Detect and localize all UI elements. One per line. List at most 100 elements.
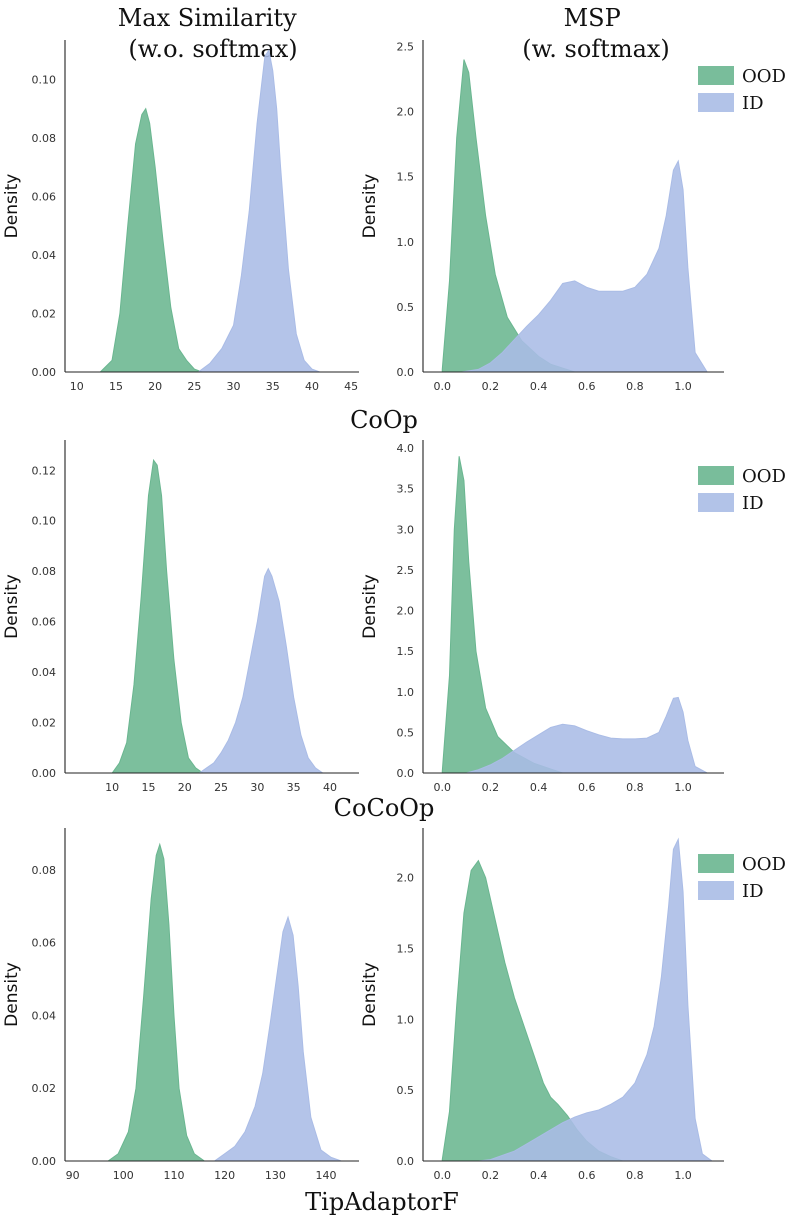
legend-swatch-ood: [698, 854, 734, 873]
column-title-right: MSP (w. softmax): [522, 4, 670, 63]
x-tick-label: 1.0: [674, 781, 692, 794]
x-tick-label: 15: [141, 781, 155, 794]
panel-tipadaptorf-msp: 0.0 0.2 0.4 0.6 0.8 1.0 0.0 0.5 1.0 1.5 2.0 Density…: [360, 828, 786, 1182]
legend: OOD ID: [698, 854, 786, 902]
y-tick-label: 0.0: [397, 767, 415, 780]
panel-tipadaptorf-max-similarity: 90 100 110 120 130 140 0.00 0.02 0.04 0.06 0.08 Den…: [2, 828, 359, 1182]
y-tick-label: 3.0: [397, 523, 415, 536]
y-tick-label: 4.0: [397, 442, 415, 455]
x-tick-label: 40: [323, 781, 337, 794]
y-tick-label: 0.04: [32, 249, 57, 262]
x-tick-label: 1.0: [674, 380, 692, 393]
y-tick-label: 1.5: [397, 171, 415, 184]
x-tick-label: 140: [316, 1169, 337, 1182]
x-tick-label: 25: [187, 380, 201, 393]
legend-swatch-id: [698, 493, 734, 512]
y-tick-label: 0.0: [397, 366, 415, 379]
y-tick-label: 0.06: [32, 190, 57, 203]
y-tick-label: 2.5: [397, 564, 415, 577]
y-tick-label: 0.02: [32, 307, 57, 320]
y-tick-label: 1.0: [397, 1013, 415, 1026]
x-tick-label: 0.2: [482, 781, 500, 794]
density-area-ood: [111, 458, 205, 774]
y-tick-label: 0.06: [32, 937, 57, 950]
y-tick-label: 0.5: [397, 1084, 415, 1097]
x-tick-label: 100: [113, 1169, 134, 1182]
y-tick-label: 3.5: [397, 483, 415, 496]
y-tick-label: 0.5: [397, 726, 415, 739]
x-tick-label: 0.0: [434, 380, 452, 393]
y-tick-label: 0.04: [32, 666, 57, 679]
x-tick-label: 0.2: [482, 1169, 500, 1182]
y-tick-label: 0.5: [397, 301, 415, 314]
legend-swatch-ood: [698, 66, 734, 85]
column-title-left-line-1: Max Similarity: [118, 4, 297, 32]
density-area-ood: [106, 842, 206, 1162]
x-tick-label: 30: [250, 781, 264, 794]
legend: OOD ID: [698, 466, 786, 514]
y-tick-label: 0.10: [32, 73, 57, 86]
x-tick-label: 40: [305, 380, 319, 393]
legend-label-ood: OOD: [742, 466, 786, 487]
y-axis-title: Density: [360, 174, 380, 239]
x-tick-label: 0.0: [434, 781, 452, 794]
legend-swatch-ood: [698, 466, 734, 485]
y-tick-label: 1.0: [397, 236, 415, 249]
panel-cocoop-msp: 0.0 0.2 0.4 0.6 0.8 1.0 0.0 0.5 1.0 1.5 2.0 2.5 3.0 3…: [360, 440, 786, 794]
legend-label-id: ID: [742, 881, 764, 902]
density-area-id: [466, 696, 708, 774]
column-title-right-line-1: MSP: [564, 4, 621, 32]
y-tick-label: 0.00: [32, 767, 57, 780]
x-tick-label: 130: [265, 1169, 286, 1182]
y-tick-label: 0.12: [32, 464, 57, 477]
x-tick-label: 110: [163, 1169, 184, 1182]
x-tick-label: 0.6: [578, 781, 596, 794]
x-tick-label: 35: [266, 380, 280, 393]
x-tick-label: 1.0: [674, 1169, 692, 1182]
legend-label-ood: OOD: [742, 854, 786, 875]
density-area-id: [212, 915, 342, 1162]
row-title-tipadaptorf: TipAdaptorF: [305, 1188, 459, 1216]
x-tick-label: 0.6: [578, 1169, 596, 1182]
column-title-left-line-2: (w.o. softmax): [128, 35, 297, 63]
x-tick-label: 0.0: [434, 1169, 452, 1182]
x-tick-label: 0.4: [530, 781, 548, 794]
y-tick-label: 2.5: [397, 41, 415, 54]
legend-swatch-id: [698, 93, 734, 112]
density-area-id: [478, 837, 714, 1162]
x-tick-label: 90: [66, 1169, 80, 1182]
x-tick-label: 0.8: [626, 781, 644, 794]
x-tick-label: 0.2: [482, 380, 500, 393]
row-title-coop: CoOp: [350, 406, 418, 434]
y-axis-title: Density: [360, 962, 380, 1027]
legend-label-ood: OOD: [742, 66, 786, 87]
x-tick-label: 30: [227, 380, 241, 393]
legend-swatch-id: [698, 881, 734, 900]
y-tick-label: 0.00: [32, 366, 57, 379]
y-tick-label: 1.0: [397, 686, 415, 699]
y-tick-label: 0.02: [32, 1082, 57, 1095]
x-tick-label: 0.6: [578, 380, 596, 393]
density-area-id: [196, 48, 320, 373]
density-area-id: [197, 567, 325, 774]
x-tick-label: 20: [148, 380, 162, 393]
row-title-cocoop: CoCoOp: [334, 794, 435, 822]
y-axis-title: Density: [2, 574, 22, 639]
y-tick-label: 0.0: [397, 1155, 415, 1168]
panel-coop-max-similarity: 10 15 20 25 30 35 40 45 0.00 0.02 0.04 0.06 0.08 0.10…: [2, 40, 359, 393]
x-tick-label: 25: [214, 781, 228, 794]
y-tick-label: 0.00: [32, 1155, 57, 1168]
panel-coop-msp: 0.0 0.2 0.4 0.6 0.8 1.0 0.0 0.5 1.0 1.5 2.0 2.5 Dens…: [360, 40, 786, 393]
x-tick-label: 15: [109, 380, 123, 393]
x-tick-label: 10: [105, 781, 119, 794]
y-tick-label: 2.0: [397, 605, 415, 618]
y-axis-title: Density: [2, 174, 22, 239]
density-area-id: [461, 159, 709, 373]
density-area-ood: [99, 107, 203, 373]
x-tick-label: 35: [287, 781, 301, 794]
y-axis-title: Density: [360, 574, 380, 639]
y-tick-label: 0.08: [32, 864, 57, 877]
y-tick-label: 1.5: [397, 942, 415, 955]
legend-label-id: ID: [742, 493, 764, 514]
